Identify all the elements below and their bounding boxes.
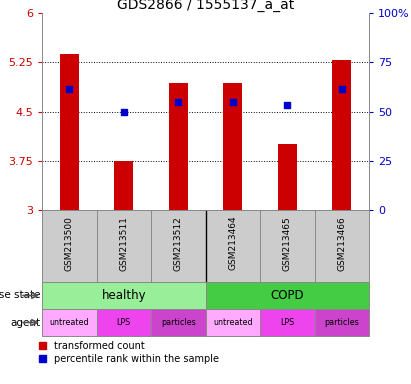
Point (120, 108, 127, 114)
Point (229, 99, 236, 105)
Text: GSM213466: GSM213466 (337, 216, 346, 270)
Point (175, 99, 182, 105)
Point (284, 102, 291, 108)
Legend: transformed count, percentile rank within the sample: transformed count, percentile rank withi… (39, 341, 219, 364)
Bar (97, 309, 151, 336)
Text: GSM213465: GSM213465 (283, 216, 292, 270)
Bar (278, 144, 297, 210)
Text: GSM213500: GSM213500 (65, 216, 74, 271)
Text: LPS: LPS (117, 318, 131, 327)
Text: untreated: untreated (49, 318, 89, 327)
Text: LPS: LPS (280, 318, 294, 327)
Text: GSM213512: GSM213512 (174, 216, 183, 270)
Bar (314, 309, 369, 336)
Text: particles: particles (324, 318, 359, 327)
Bar (114, 161, 133, 210)
Bar (332, 60, 351, 210)
Bar (206, 282, 369, 309)
Text: COPD: COPD (270, 289, 304, 302)
Bar (223, 83, 242, 210)
Text: untreated: untreated (213, 318, 253, 327)
Point (339, 86, 345, 92)
Bar (260, 309, 314, 336)
Bar (42, 282, 206, 309)
Text: disease state: disease state (0, 291, 41, 301)
Point (66, 86, 72, 92)
Bar (151, 309, 206, 336)
Bar (42, 309, 97, 336)
Bar (60, 54, 79, 210)
Text: particles: particles (161, 318, 196, 327)
Bar (206, 309, 260, 336)
Text: agent: agent (11, 318, 41, 328)
Text: GSM213511: GSM213511 (119, 216, 128, 271)
Text: GSM213464: GSM213464 (228, 216, 237, 270)
Title: GDS2866 / 1555137_a_at: GDS2866 / 1555137_a_at (117, 0, 294, 12)
Bar (169, 83, 188, 210)
Text: healthy: healthy (102, 289, 146, 302)
